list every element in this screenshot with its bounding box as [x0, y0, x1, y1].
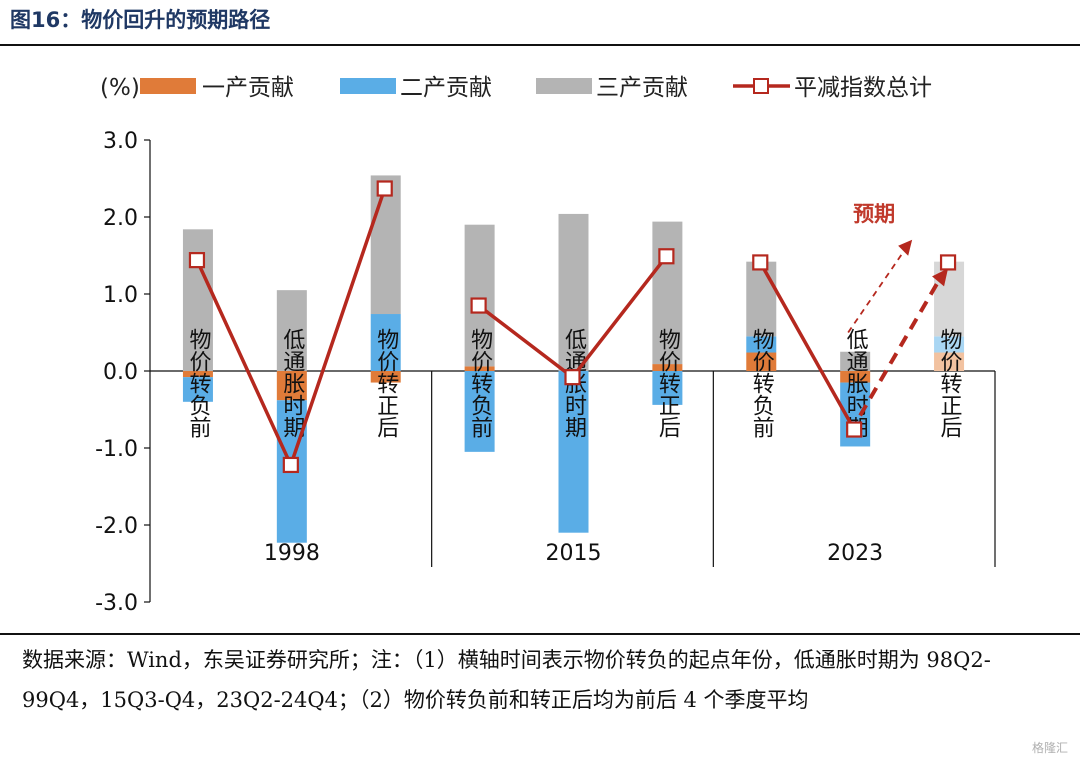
annotation-label: 预期	[853, 202, 895, 226]
y-tick-label: 0.0	[103, 360, 138, 385]
chart: (%) 一产贡献 二产贡献 三产贡献 平减指数总计 3.0 2.0 1.0 0.0 -1…	[95, 75, 996, 616]
y-tick-label: 1.0	[103, 283, 138, 308]
projection-arrow-thin	[847, 247, 907, 334]
page-title: 图16：物价回升的预期路径	[10, 8, 271, 32]
source-note: 数据来源：Wind，东吴证券研究所；注：（1）横轴时间表示物价转负的起点年份，低…	[22, 648, 991, 712]
deflator-point	[376, 180, 393, 197]
title-rule	[0, 44, 1080, 46]
deflator-line	[758, 261, 856, 431]
category-label: 物价转正后	[937, 328, 963, 438]
projection-arrow	[858, 277, 942, 417]
deflator-point	[939, 254, 957, 271]
bar-primary	[182, 371, 213, 378]
bar-secondary	[558, 371, 589, 533]
bar-secondary	[370, 314, 401, 371]
deflator-point	[470, 297, 487, 314]
y-tick-label: -2.0	[95, 514, 138, 539]
deflator-point	[188, 252, 206, 269]
bar-primary	[934, 352, 965, 371]
bar-secondary	[652, 371, 683, 405]
projection-arrowhead	[932, 268, 949, 287]
bar-tertiary	[558, 213, 589, 371]
legend-label-primary: 一产贡献	[202, 75, 294, 101]
y-tick-label: 2.0	[103, 206, 138, 231]
footer-rule	[0, 633, 1080, 635]
bar-tertiary	[464, 224, 495, 367]
legend-swatch-secondary	[340, 78, 396, 94]
bar-primary	[746, 352, 777, 371]
category-label: 低通胀时期	[279, 328, 305, 438]
bar-tertiary	[840, 351, 871, 371]
deflator-point	[282, 456, 299, 474]
group-label: 2023	[827, 541, 883, 566]
bar-tertiary	[652, 221, 683, 365]
bar-secondary	[182, 377, 213, 402]
bar-secondary	[934, 336, 965, 353]
deflator-point	[846, 421, 863, 438]
bar-tertiary	[746, 261, 777, 337]
bar-secondary	[464, 371, 495, 452]
legend-marker-deflator	[753, 78, 769, 94]
bar-primary	[276, 371, 307, 401]
category-label: 物价转正后	[655, 328, 681, 438]
bar-primary	[370, 371, 401, 383]
legend: (%) 一产贡献 二产贡献 三产贡献 平减指数总计	[100, 75, 932, 101]
bar-tertiary	[276, 290, 307, 371]
deflator-point	[658, 248, 675, 265]
bar-primary	[652, 364, 683, 371]
y-tick-label: 3.0	[103, 129, 138, 154]
plot-area: 3.0 2.0 1.0 0.0 -1.0 -2.0 -3.0 物价转负前 低通胀时期 物价转正后 物…	[95, 129, 996, 616]
deflator-point	[564, 369, 581, 386]
bar-tertiary	[934, 261, 965, 337]
category-label: 物价转负前	[749, 328, 775, 438]
bar-primary	[464, 366, 495, 371]
bar-primary	[840, 371, 871, 383]
legend-label-secondary: 二产贡献	[400, 75, 492, 101]
bar-secondary	[746, 336, 777, 353]
legend-label-tertiary: 三产贡献	[596, 75, 688, 101]
legend-label-deflator: 平减指数总计	[794, 75, 932, 101]
y-tick-label: -1.0	[95, 437, 138, 462]
group-label: 1998	[264, 541, 320, 566]
category-label: 物价转负前	[467, 328, 493, 438]
category-label: 物价转正后	[373, 328, 399, 438]
watermark: 格隆汇	[1031, 741, 1068, 755]
unit-label: (%)	[100, 75, 140, 101]
group-label: 2015	[546, 541, 602, 566]
bar-tertiary	[370, 175, 401, 315]
deflator-point	[752, 254, 769, 271]
legend-swatch-tertiary	[536, 78, 592, 94]
category-label: 物价转负前	[185, 328, 211, 438]
projection-arrowhead-thin	[898, 239, 913, 256]
legend-swatch-primary	[140, 78, 196, 94]
y-tick-label: -3.0	[95, 591, 138, 616]
